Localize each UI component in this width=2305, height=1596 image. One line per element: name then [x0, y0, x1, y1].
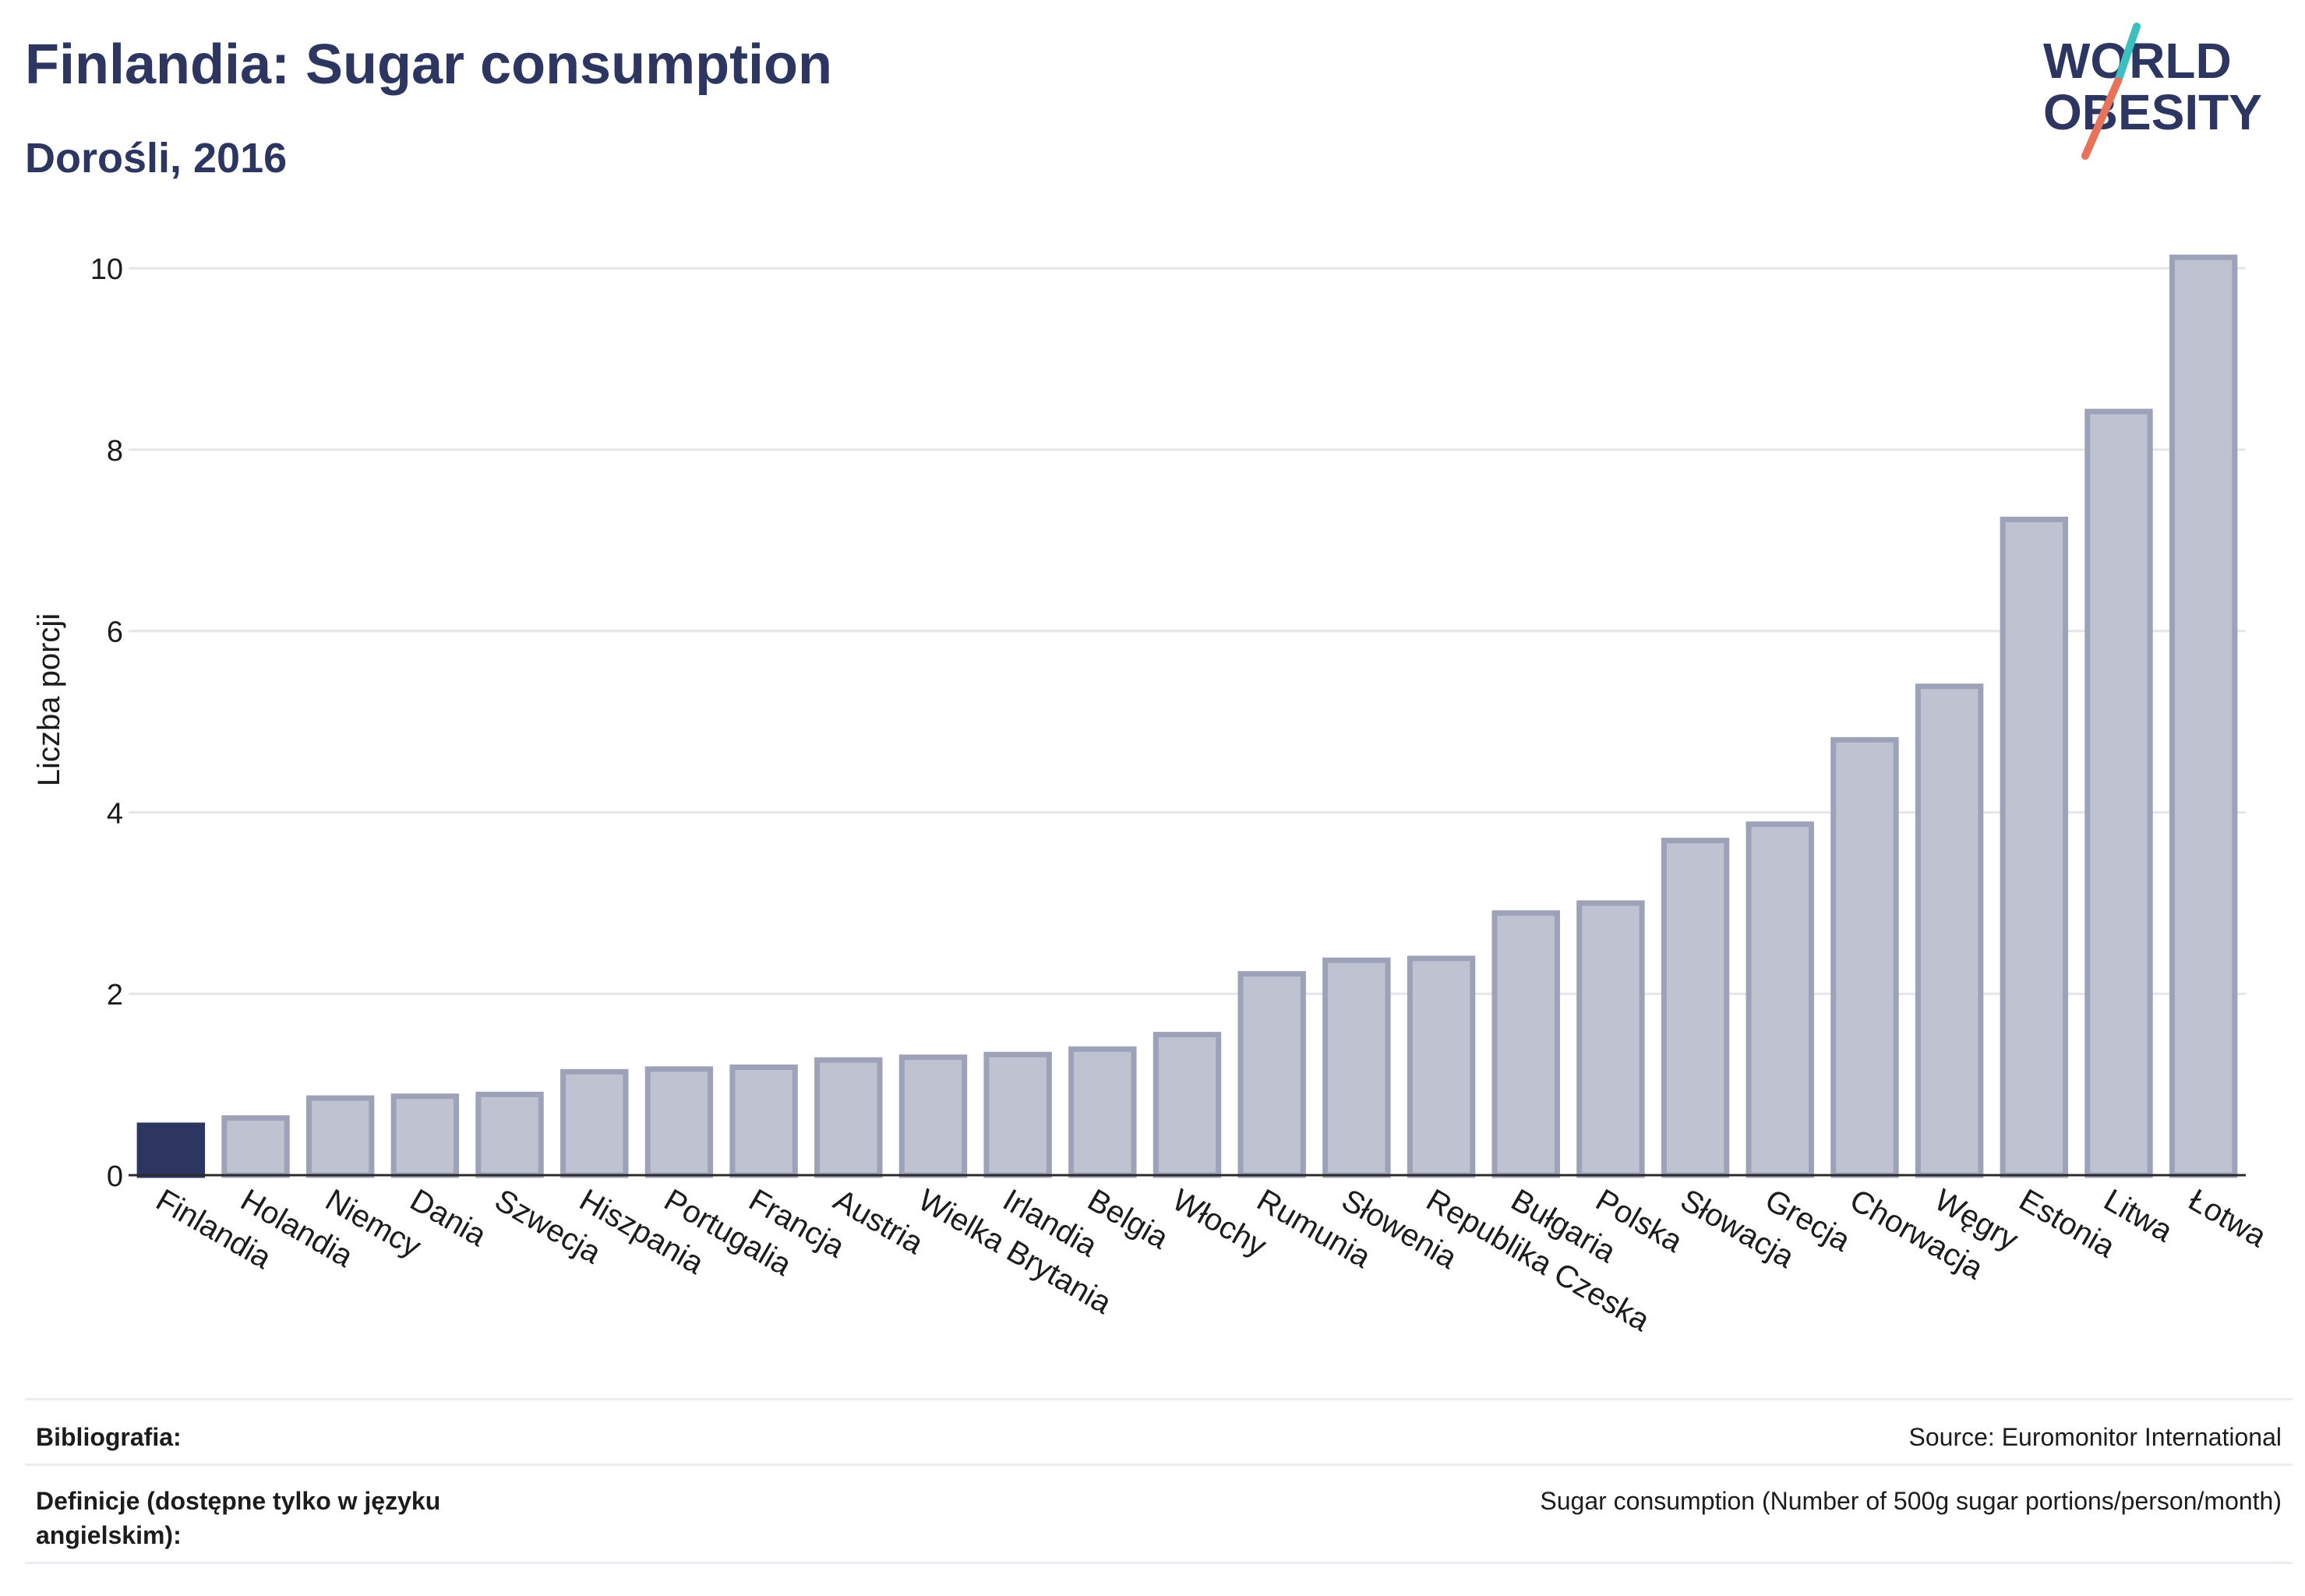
footer-divider-middle: [25, 1464, 2293, 1466]
bar-włochy: [1152, 1032, 1222, 1178]
bar-estonia: [2000, 517, 2069, 1178]
bibliography-value: Source: Euromonitor International: [1908, 1423, 2282, 1451]
bar-grecja: [1746, 821, 1814, 1178]
footer-divider-bottom: [25, 1562, 2293, 1564]
chart-subtitle: Dorośli, 2016: [25, 135, 288, 182]
bar-chart: 0246810FinlandiaHolandiaNiemcyDaniaSzwec…: [32, 253, 2272, 1338]
bar-węgry: [1915, 683, 1984, 1178]
x-tick-label: Łotwa: [2183, 1183, 2272, 1255]
y-tick-label: 4: [107, 797, 123, 830]
logo-line2: OBESITY: [2043, 84, 2262, 140]
bar-słowacja: [1661, 838, 1730, 1178]
bar-chorwacja: [1830, 736, 1899, 1178]
bar-irlandia: [983, 1051, 1052, 1178]
y-tick-label: 0: [107, 1160, 123, 1193]
definitions-label-line1: Definicje (dostępne tylko w języku: [36, 1487, 441, 1515]
definitions-label-line2: angielskim):: [36, 1521, 182, 1549]
y-tick-label: 2: [107, 979, 123, 1012]
bar-niemcy: [305, 1095, 375, 1178]
bar-republika-czeska: [1407, 955, 1476, 1178]
bar-wielka-brytania: [898, 1054, 968, 1178]
y-tick-label: 6: [107, 616, 123, 649]
x-tick-label: Austria: [828, 1183, 929, 1262]
y-axis-label: Liczba porcji: [32, 613, 66, 786]
chart-title: Finlandia: Sugar consumption: [25, 34, 833, 96]
bar-holandia: [221, 1115, 290, 1178]
definitions-value: Sugar consumption (Number of 500g sugar …: [1540, 1487, 2282, 1515]
bar-dania: [390, 1093, 460, 1178]
bar-austria: [814, 1057, 883, 1178]
bars: [136, 254, 2238, 1178]
bar-słowenia: [1322, 957, 1391, 1178]
bar-finlandia: [136, 1122, 206, 1178]
y-tick-label: 10: [90, 253, 123, 286]
logo-slash-coral: [2081, 77, 2122, 160]
bar-łotwa: [2169, 254, 2238, 1178]
bar-litwa: [2084, 408, 2153, 1178]
logo-line1: WORLD: [2043, 33, 2232, 89]
world-obesity-logo: WORLD OBESITY: [2043, 23, 2262, 160]
bar-hiszpania: [560, 1068, 629, 1178]
y-tick-label: 8: [107, 435, 123, 468]
bar-bułgaria: [1491, 910, 1560, 1178]
bar-portugalia: [644, 1066, 714, 1178]
bar-szwecja: [475, 1091, 544, 1178]
bar-polska: [1576, 900, 1645, 1178]
bar-rumunia: [1237, 971, 1306, 1178]
bibliography-label: Bibliografia:: [36, 1423, 182, 1451]
bar-francja: [729, 1065, 798, 1178]
footer-divider-top: [25, 1398, 2293, 1400]
definitions-label: Definicje (dostępne tylko w języku angie…: [36, 1484, 440, 1552]
x-tick-label: Włochy: [1167, 1183, 1273, 1264]
bar-belgia: [1068, 1046, 1137, 1178]
logo-slash-teal: [2114, 23, 2141, 85]
x-tick-label: Estonia: [2014, 1183, 2121, 1265]
